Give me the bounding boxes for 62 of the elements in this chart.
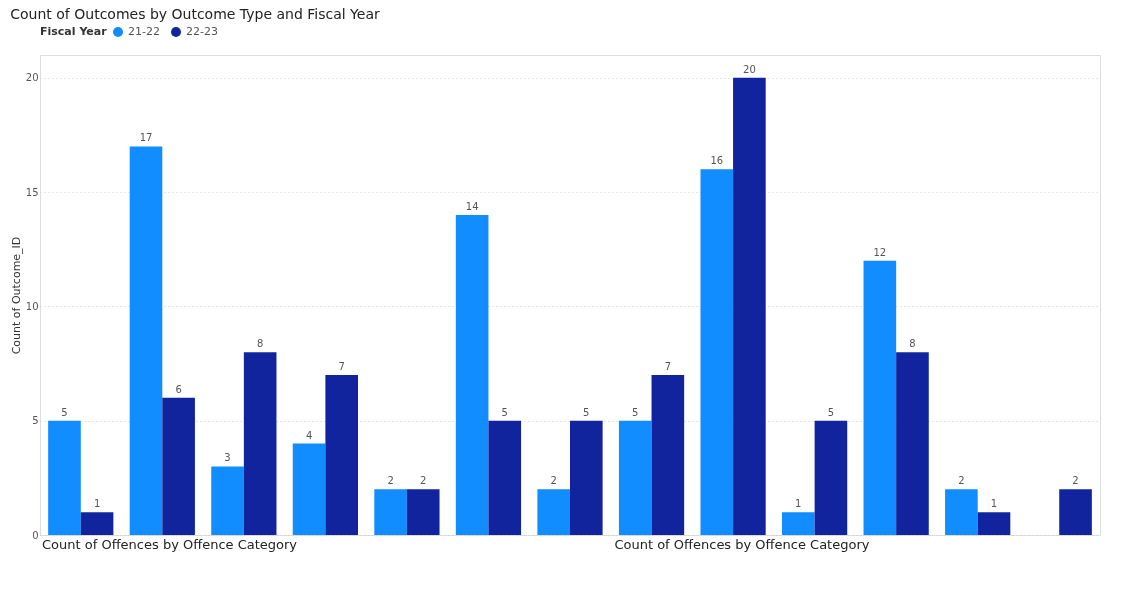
- data-label: 2: [420, 475, 427, 487]
- y-tick-label: 20: [25, 72, 39, 84]
- bar: [733, 77, 766, 535]
- bar: [570, 420, 603, 535]
- bar: [406, 489, 440, 535]
- bar: [977, 512, 1011, 535]
- data-label: 5: [583, 406, 590, 418]
- y-tick-label: 0: [32, 529, 39, 541]
- data-label: 4: [305, 429, 313, 441]
- bar: [243, 352, 277, 535]
- data-label: 17: [139, 132, 153, 144]
- legend-title: Fiscal Year: [40, 25, 108, 38]
- bar: [537, 489, 570, 535]
- bar: [700, 169, 734, 535]
- bar: [374, 489, 407, 535]
- chart-title: Count of Outcomes by Outcome Type and Fiscal Year: [10, 6, 380, 22]
- data-label: 5: [827, 406, 835, 418]
- data-label: 7: [664, 361, 672, 372]
- data-label: 14: [465, 201, 479, 212]
- bar: [48, 420, 81, 535]
- y-tick-label: 15: [25, 186, 39, 198]
- bar: [211, 466, 244, 535]
- data-label: 2: [1072, 475, 1079, 487]
- legend-label: 22-23: [186, 25, 218, 38]
- data-label: 1: [795, 498, 802, 510]
- data-label: 2: [550, 475, 557, 487]
- data-label: 5: [632, 406, 639, 418]
- bar: [863, 260, 897, 535]
- legend-label: 21-22: [128, 25, 160, 38]
- bar: [814, 420, 848, 535]
- bar: [896, 352, 929, 535]
- bar: [945, 489, 978, 535]
- data-label: 2: [387, 475, 394, 487]
- data-label: 20: [743, 63, 756, 75]
- bar: [618, 420, 652, 535]
- data-label: 2: [958, 475, 965, 487]
- data-label: 16: [710, 155, 724, 167]
- data-label: 8: [256, 338, 264, 350]
- bar: [455, 215, 489, 535]
- data-label: 1: [990, 498, 998, 510]
- data-label: 6: [175, 383, 182, 395]
- data-label: 3: [224, 452, 231, 464]
- y-tick-label: 10: [25, 300, 39, 312]
- bar: [162, 397, 195, 535]
- bar: [651, 375, 685, 535]
- data-label: 5: [501, 406, 508, 418]
- bar: [782, 512, 815, 535]
- bar: [488, 420, 522, 535]
- y-tick-label: 5: [32, 415, 39, 427]
- data-label: 7: [338, 361, 345, 372]
- bar: [325, 375, 358, 535]
- bar: [129, 146, 163, 535]
- bar: [1059, 489, 1092, 535]
- data-label: 8: [909, 338, 916, 350]
- data-label: 1: [93, 498, 101, 510]
- bar: [80, 512, 114, 535]
- text: Count of Offences by Offence Category: [42, 537, 298, 552]
- y-axis-title: Count of Outcome_ID: [9, 236, 23, 355]
- bar: [292, 443, 326, 535]
- data-label: 12: [873, 246, 887, 258]
- data-label: 5: [61, 406, 68, 418]
- text: Count of Offences by Offence Category: [614, 537, 870, 552]
